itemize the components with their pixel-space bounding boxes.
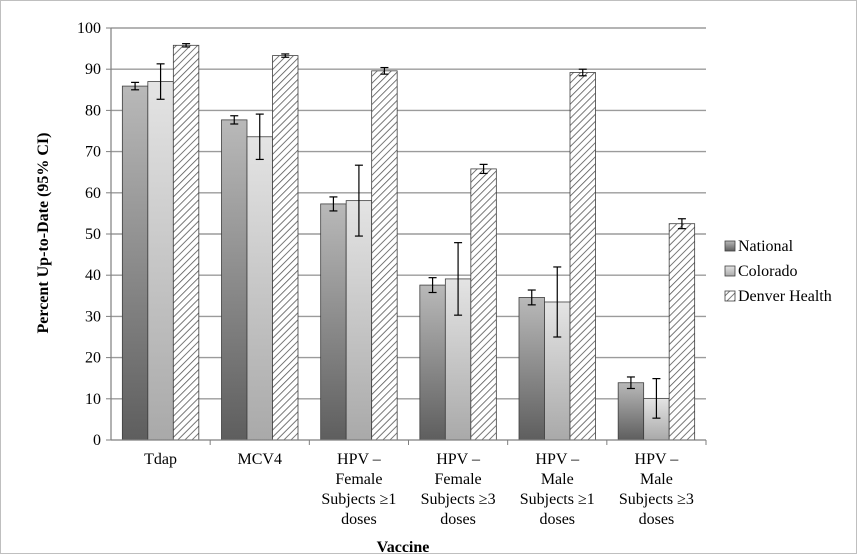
bar-national [221,119,248,441]
legend: National Colorado Denver Health [724,238,832,305]
x-category-label: HPV – [535,451,580,468]
x-category-label: Subjects ≥1 [520,491,595,508]
x-category-label: Subjects ≥3 [619,491,694,508]
bar-national [320,203,347,441]
bar-colorado [246,136,273,441]
bar-denver-health [470,168,497,441]
x-category-label: Male [640,471,673,488]
bar-national [617,382,645,441]
error-bars [131,43,686,419]
legend-swatch [724,290,736,302]
x-category-label: Female [435,471,482,488]
y-tick-label: 10 [85,391,101,408]
x-category-label: Subjects ≥1 [321,491,396,508]
x-category-label: MCV4 [238,451,282,468]
bar-denver-health [272,55,299,441]
y-tick-label: 40 [85,267,101,284]
legend-swatch [724,265,736,277]
bar-denver-health [569,72,596,441]
bar-colorado [147,81,174,441]
x-category-label: HPV – [635,451,680,468]
y-tick-label: 100 [77,20,101,37]
x-category-label: HPV – [436,451,481,468]
bar-national [419,284,446,441]
axes [110,28,707,445]
x-category-label: HPV – [337,451,382,468]
x-category-label: doses [539,511,575,528]
y-tick-labels: 0 10 20 30 40 50 60 70 80 90 100 [77,20,111,449]
legend-swatch [724,240,736,252]
bar-denver-health [668,223,696,441]
bar-denver-health [172,44,200,441]
y-tick-label: 50 [85,226,101,243]
y-tick-label: 80 [85,102,101,119]
gridlines [111,27,706,400]
y-tick-label: 0 [93,432,101,449]
legend-label: Colorado [738,263,798,280]
y-tick-label: 30 [85,308,101,325]
bar-denver-health [371,70,398,441]
x-category-label: Subjects ≥3 [421,491,496,508]
bar-national [121,85,149,441]
x-category-label: doses [341,511,377,528]
bar-national [518,297,545,441]
x-category-label: Male [541,471,574,488]
legend-label: National [738,238,794,255]
legend-label: Denver Health [738,288,832,305]
x-category-label: Tdap [144,451,177,468]
y-tick-label: 60 [85,185,101,202]
bars [121,44,696,441]
x-category-label: doses [440,511,476,528]
y-tick-label: 90 [85,61,101,78]
x-category-label: Female [335,471,382,488]
y-axis-title: Percent Up-to-Date (95% CI) [35,133,52,334]
x-category-labels: Tdap MCV4 HPV – Female Subjects ≥1 doses HPV –… [144,451,694,528]
x-category-label: doses [639,511,675,528]
x-axis-title: Vaccine [377,539,430,555]
y-tick-label: 70 [85,144,101,161]
y-tick-label: 20 [85,350,101,367]
